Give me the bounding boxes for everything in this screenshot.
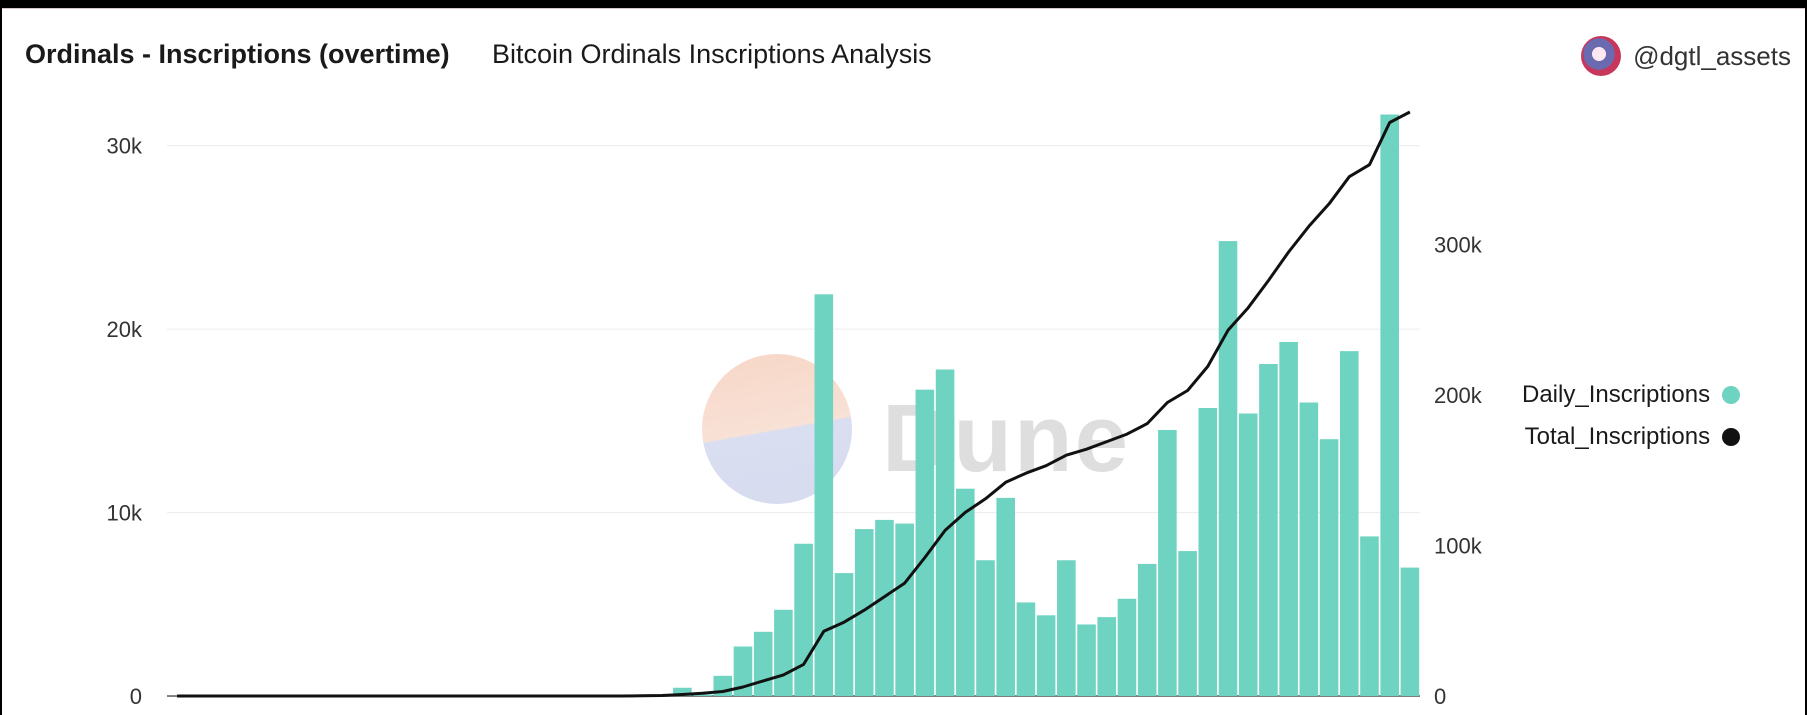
bar [1077,624,1096,696]
legend-item-daily[interactable]: Daily_Inscriptions [1522,374,1740,416]
bar [1178,551,1197,696]
bar [916,390,935,696]
bar [895,524,914,696]
bar [1300,403,1319,697]
left-tick-label: 10k [107,501,143,526]
legend-label-daily: Daily_Inscriptions [1522,381,1710,409]
bar [1279,342,1298,696]
bar [774,610,793,696]
bar [794,544,813,696]
legend-label-total: Total_Inscriptions [1525,423,1710,451]
right-tick-label: 100k [1434,533,1483,558]
legend-dot-total [1722,428,1740,446]
bar [976,560,995,696]
bar [1401,568,1420,696]
right-tick-label: 200k [1434,383,1483,408]
bar [1259,364,1278,696]
combo-chart: 0 10k 20k 30k 0 100k 200k 300k [2,9,1805,715]
legend-item-total[interactable]: Total_Inscriptions [1522,416,1740,458]
bar [1097,617,1116,696]
bar [1340,351,1359,696]
left-axis-ticks: 0 10k 20k 30k [107,134,143,709]
legend: Daily_Inscriptions Total_Inscriptions [1522,374,1740,458]
right-tick-label: 300k [1434,232,1483,257]
bar [996,498,1015,696]
bar [1199,408,1218,696]
right-tick-label: 0 [1434,684,1446,709]
bar [1138,564,1157,696]
bar [815,294,834,696]
legend-dot-daily [1722,386,1740,404]
bar [1037,615,1056,696]
bar [875,520,894,696]
bar [1380,115,1399,696]
bar [1057,560,1076,696]
left-tick-label: 0 [130,684,142,709]
bar [1118,599,1137,696]
left-tick-label: 30k [107,134,143,159]
bar [1320,439,1339,696]
bar [754,632,773,696]
bar [835,573,854,696]
bar [1239,414,1258,696]
bar [1360,536,1379,696]
left-tick-label: 20k [107,317,143,342]
bar [1219,241,1238,696]
daily-bars [168,115,1419,696]
right-axis-ticks: 0 100k 200k 300k [1434,232,1483,709]
bar [1158,430,1177,696]
chart-card: Ordinals - Inscriptions (overtime) Bitco… [2,8,1805,715]
bar [1017,602,1036,696]
